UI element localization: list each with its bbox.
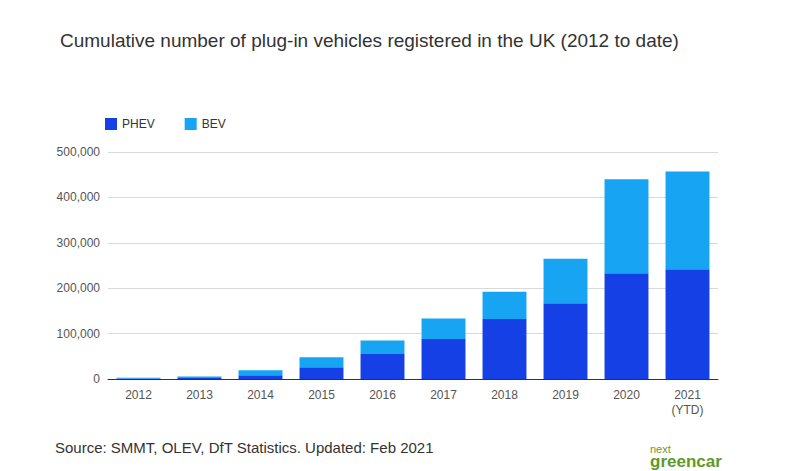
- svg-text:100,000: 100,000: [57, 327, 101, 341]
- svg-text:Source: SMMT, OLEV, DfT Statis: Source: SMMT, OLEV, DfT Statistics. Upda…: [55, 439, 434, 456]
- svg-text:2021: 2021: [674, 388, 701, 402]
- svg-text:greencar: greencar: [650, 452, 722, 471]
- svg-text:2017: 2017: [430, 388, 457, 402]
- svg-text:Cumulative number of plug-in v: Cumulative number of plug-in vehicles re…: [60, 30, 679, 51]
- svg-text:2013: 2013: [186, 388, 213, 402]
- svg-text:2020: 2020: [613, 388, 640, 402]
- svg-text:2018: 2018: [491, 388, 518, 402]
- svg-text:200,000: 200,000: [57, 281, 101, 295]
- svg-text:300,000: 300,000: [57, 236, 101, 250]
- svg-text:400,000: 400,000: [57, 190, 101, 204]
- svg-text:2014: 2014: [247, 388, 274, 402]
- svg-text:0: 0: [93, 372, 100, 386]
- svg-text:2016: 2016: [369, 388, 396, 402]
- svg-text:(YTD): (YTD): [672, 403, 704, 417]
- svg-text:PHEV: PHEV: [122, 117, 155, 131]
- svg-text:2015: 2015: [308, 388, 335, 402]
- svg-text:2019: 2019: [552, 388, 579, 402]
- svg-text:2012: 2012: [125, 388, 152, 402]
- svg-text:BEV: BEV: [202, 117, 226, 131]
- svg-text:next: next: [650, 442, 671, 455]
- svg-text:500,000: 500,000: [57, 145, 101, 159]
